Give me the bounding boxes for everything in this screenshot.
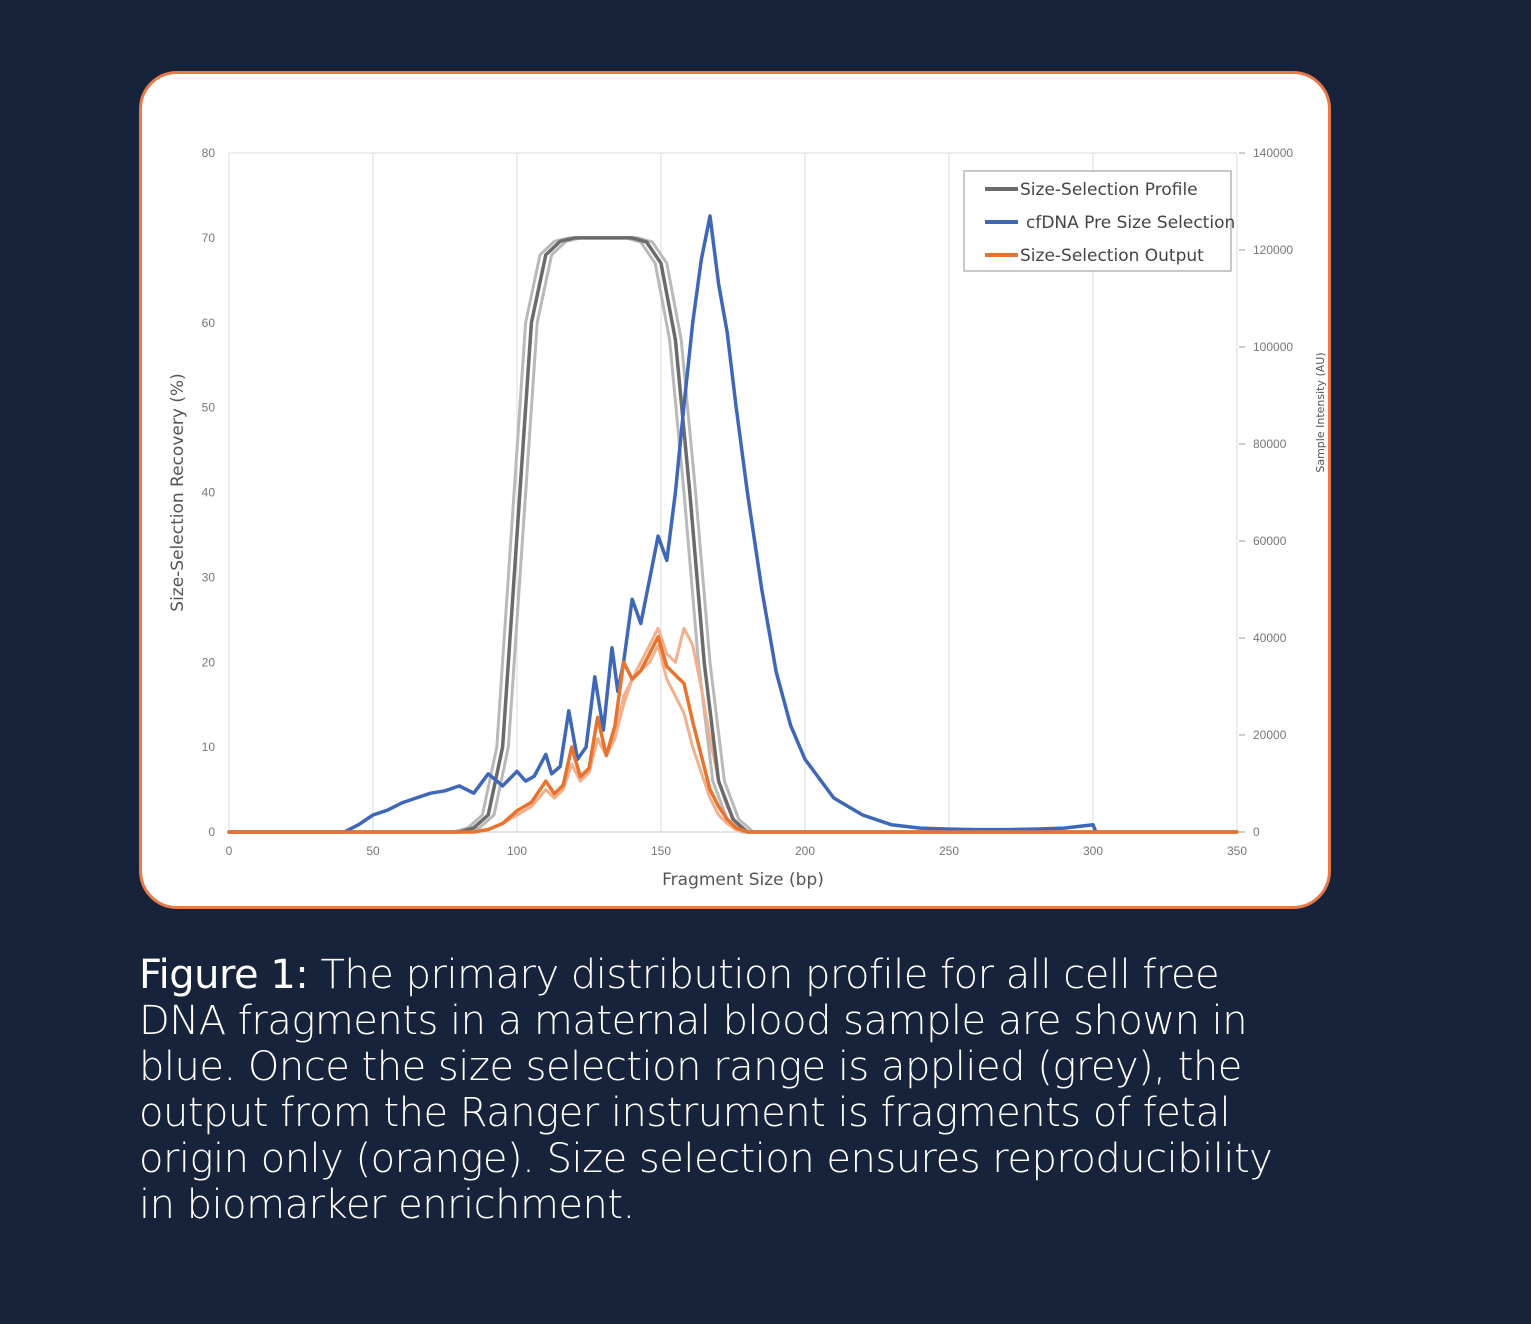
y2-tick-label: 120000 [1253,243,1293,257]
y-axis-title: Size-Selection Recovery (%) [168,373,188,611]
x-axis-title: Fragment Size (bp) [662,870,824,890]
x-tick-label: 300 [1083,844,1103,858]
y-tick-label: 10 [202,740,216,754]
x-tick-label: 100 [507,844,527,858]
chart: 0 50 100 150 200 250 300 350 0 10 20 30 40 50 60 70 80 0 2… [168,146,1327,890]
series-line-replicate [227,236,1239,834]
x-tick-label: 150 [651,844,671,858]
x-tick-label: 200 [795,844,815,858]
x-tick-label: 350 [1227,844,1247,858]
caption-lead: Figure 1: [139,952,309,998]
x-tick-label: 50 [366,844,380,858]
legend-label: Size-Selection Profile [1020,180,1198,200]
figure-caption: Figure 1: The primary distribution profi… [139,952,1309,1228]
y-tick-label: 40 [202,486,216,500]
y2-tick-label: 60000 [1253,534,1287,548]
y2-tick-label: 40000 [1253,631,1287,645]
series-line-size-selection-profile [227,236,1239,834]
series-line-replicate [227,643,1239,834]
y-tick-label: 30 [202,570,216,584]
caption-text: The primary distribution profile for all… [139,952,1273,1228]
x-tick-label: 250 [939,844,959,858]
y-tick-label: 0 [208,825,215,839]
series-line-cfdna-pre-size-selection [227,214,1098,834]
x-tick-label: 0 [226,844,233,858]
y-tick-label: 50 [202,401,216,415]
chart-card: 0 50 100 150 200 250 300 350 0 10 20 30 40 50 60 70 80 0 2… [139,71,1331,909]
y2-tick-label: 0 [1253,825,1260,839]
y2-tick-label: 20000 [1253,728,1287,742]
y2-tick-label: 100000 [1253,340,1293,354]
y-tick-label: 80 [202,146,216,160]
y2-tick-label: 140000 [1253,146,1293,160]
y-tick-label: 70 [202,231,216,245]
y-tick-label: 60 [202,316,216,330]
series-line-replicate [227,236,1239,834]
series-line-size-selection-output [227,635,1239,834]
y2-axis-title: Sample Intensity (AU) [1314,352,1327,472]
legend-label: Size-Selection Output [1020,246,1204,266]
y2-tick-label: 80000 [1253,437,1287,451]
y-tick-label: 20 [202,655,216,669]
legend-label: cfDNA Pre Size Selection [1026,213,1235,233]
